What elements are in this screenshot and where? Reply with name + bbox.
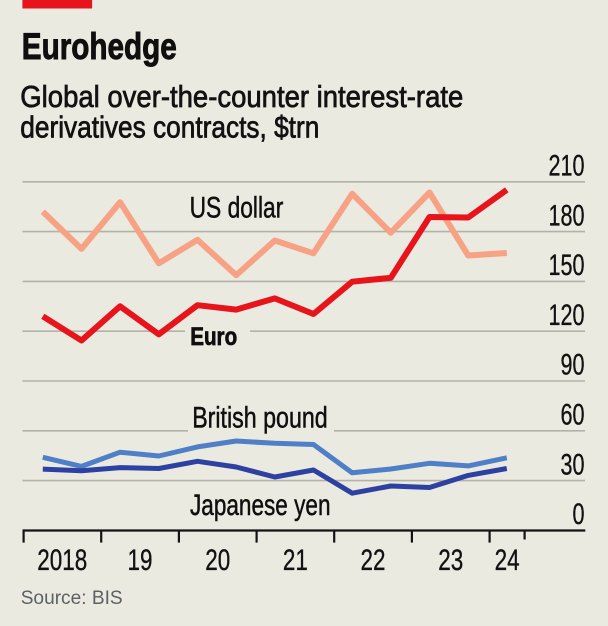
svg-text:60: 60 bbox=[561, 399, 585, 432]
svg-text:British pound: British pound bbox=[192, 402, 328, 435]
svg-text:30: 30 bbox=[561, 448, 585, 481]
svg-text:23: 23 bbox=[438, 544, 463, 577]
svg-text:Global over-the-counter intere: Global over-the-counter interest-rate bbox=[20, 79, 463, 114]
svg-text:24: 24 bbox=[495, 544, 520, 577]
svg-text:180: 180 bbox=[549, 199, 585, 232]
svg-text:derivatives contracts, $trn: derivatives contracts, $trn bbox=[20, 110, 319, 145]
svg-text:2018: 2018 bbox=[37, 544, 87, 577]
svg-text:150: 150 bbox=[549, 249, 585, 282]
svg-text:Source: BIS: Source: BIS bbox=[21, 587, 123, 609]
svg-text:0: 0 bbox=[573, 498, 585, 531]
svg-text:22: 22 bbox=[361, 544, 386, 577]
svg-text:20: 20 bbox=[205, 544, 230, 577]
svg-text:210: 210 bbox=[549, 150, 585, 183]
svg-text:19: 19 bbox=[128, 544, 153, 577]
svg-text:120: 120 bbox=[549, 299, 585, 332]
svg-text:21: 21 bbox=[283, 544, 308, 577]
svg-text:90: 90 bbox=[561, 349, 585, 382]
svg-text:US dollar: US dollar bbox=[190, 192, 284, 225]
svg-text:Eurohedge: Eurohedge bbox=[22, 26, 177, 67]
svg-text:Japanese yen: Japanese yen bbox=[190, 489, 331, 522]
svg-text:Euro: Euro bbox=[190, 323, 237, 351]
